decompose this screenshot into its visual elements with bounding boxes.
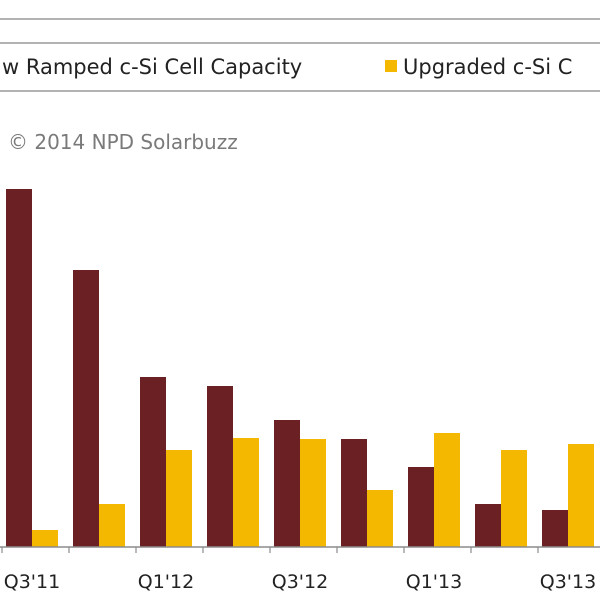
x-tick-label-Q313: Q3'13	[540, 571, 596, 593]
x-axis-tick-labels: Q3'11 Q1'12 Q3'12 Q1'13 Q3'13	[4, 571, 596, 593]
bar-upgraded-Q113	[434, 433, 460, 547]
bar-upgraded-Q313	[568, 444, 594, 547]
bar-new-ramped-Q212	[207, 386, 233, 547]
bar-new-ramped-Q112	[140, 377, 166, 547]
bar-upgraded-Q312	[300, 439, 326, 547]
x-tick-label-Q113: Q1'13	[406, 571, 462, 593]
bar-upgraded-Q311	[32, 530, 58, 547]
legend-swatch-upgraded	[385, 60, 397, 72]
x-axis-ticks	[1, 547, 539, 553]
bar-upgraded-Q213	[501, 450, 527, 547]
bar-new-ramped-Q213	[475, 504, 501, 547]
bar-new-ramped-Q312	[274, 420, 300, 547]
bar-new-ramped-Q412	[341, 439, 367, 547]
x-tick-label-Q311: Q3'11	[4, 571, 60, 593]
legend-box	[0, 42, 600, 92]
bars	[6, 189, 594, 547]
copyright-text: © 2014 NPD Solarbuzz	[8, 130, 238, 154]
x-tick-label-Q112: Q1'12	[138, 571, 194, 593]
bar-upgraded-Q212	[233, 438, 259, 547]
bar-upgraded-Q411	[99, 504, 125, 547]
bar-new-ramped-Q113	[408, 467, 434, 547]
bar-new-ramped-Q311	[6, 189, 32, 547]
legend-label-upgraded: Upgraded c-Si C	[403, 55, 572, 79]
legend: w Ramped c-Si Cell Capacity Upgraded c-S…	[0, 42, 600, 92]
x-tick-label-Q312: Q3'12	[272, 571, 328, 593]
bar-new-ramped-Q313	[542, 510, 568, 547]
legend-label-new-ramped: w Ramped c-Si Cell Capacity	[2, 55, 302, 79]
bar-upgraded-Q112	[166, 450, 192, 547]
bar-new-ramped-Q411	[73, 270, 99, 547]
bar-upgraded-Q412	[367, 490, 393, 547]
